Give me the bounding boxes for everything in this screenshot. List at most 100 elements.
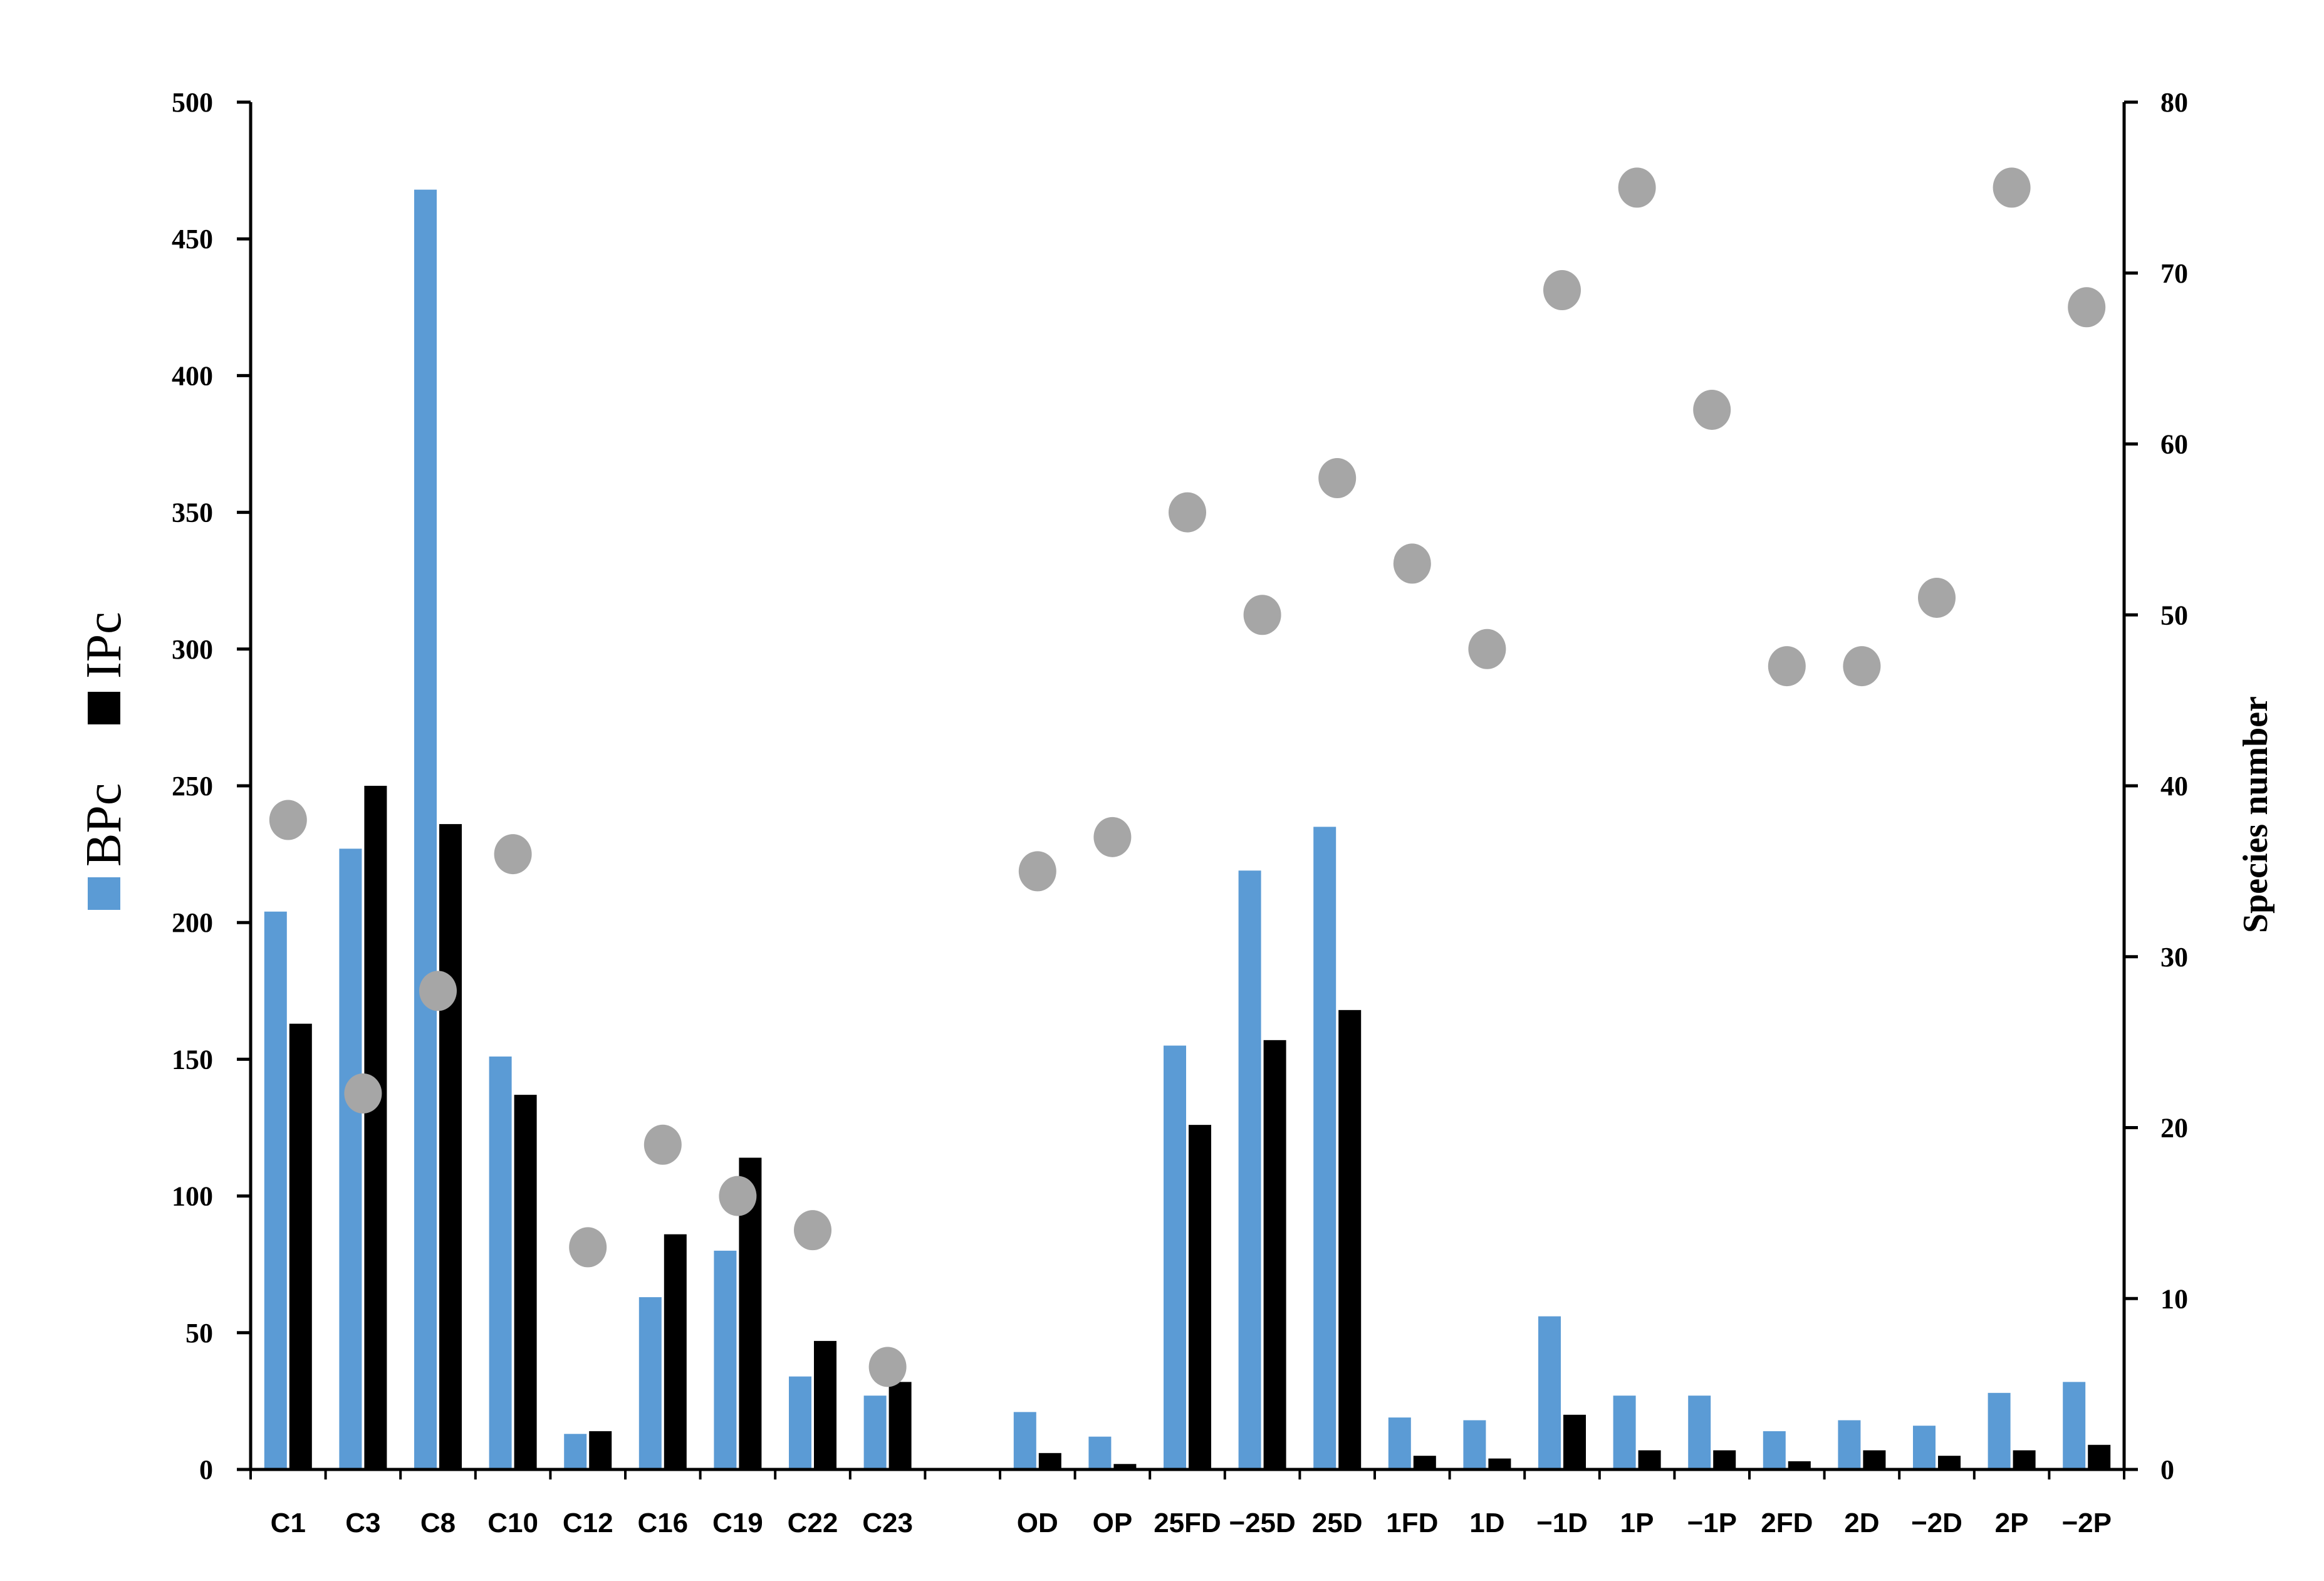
x-category-label: 1P (1620, 1508, 1654, 1538)
species-point (494, 834, 532, 875)
species-point (1243, 595, 1281, 635)
x-category-label: C12 (563, 1508, 613, 1538)
x-category-label: C1 (271, 1508, 306, 1538)
left-tick-label: 250 (172, 771, 213, 801)
species-point (1993, 167, 2031, 208)
species-point (1918, 577, 1956, 618)
species-point (269, 800, 307, 840)
x-category-label: −2P (2061, 1508, 2112, 1538)
x-category-label: C19 (712, 1508, 763, 1538)
bar-ipc (289, 1023, 312, 1469)
bar-ipc (364, 786, 387, 1469)
x-category-label: C22 (788, 1508, 838, 1538)
x-category-label: 2P (1995, 1508, 2029, 1538)
bar-bpc (2063, 1382, 2086, 1469)
legend-label-ipc: IPc (76, 612, 132, 679)
bar-ipc (2013, 1450, 2036, 1469)
bar-bpc (863, 1396, 887, 1469)
left-tick-label: 300 (172, 634, 213, 665)
bar-ipc (1263, 1040, 1286, 1469)
bar-ipc (589, 1431, 612, 1469)
species-point (1318, 458, 1357, 499)
right-tick-label: 20 (2160, 1113, 2188, 1144)
species-point (1543, 270, 1581, 311)
right-tick-label: 60 (2160, 429, 2188, 460)
x-category-label: 1D (1469, 1508, 1504, 1538)
x-category-label: OP (1093, 1508, 1133, 1538)
bar-bpc (1388, 1417, 1411, 1469)
bar-bpc (414, 189, 437, 1470)
left-tick-label: 50 (185, 1318, 213, 1349)
bar-ipc (439, 824, 462, 1469)
bar-ipc (1338, 1010, 1362, 1469)
bar-bpc (638, 1297, 662, 1469)
bar-ipc (2088, 1444, 2111, 1469)
species-point (1843, 646, 1881, 687)
x-category-label: OD (1017, 1508, 1058, 1538)
bar-ipc (1638, 1450, 1661, 1469)
left-tick-label: 0 (199, 1454, 213, 1485)
bar-bpc (1164, 1045, 1186, 1469)
left-axis-ticks: 0 50 100 150 200 250 300 350 400 450 500 (172, 87, 251, 1485)
bar-ipc (514, 1095, 537, 1469)
x-category-label: 2D (1844, 1508, 1879, 1538)
species-point (1468, 629, 1506, 669)
bar-bpc (1838, 1420, 1861, 1469)
x-category-label: 2FD (1761, 1508, 1813, 1538)
x-category-label: −2D (1911, 1508, 1962, 1538)
right-axis-title: Species number (2236, 696, 2275, 933)
left-tick-label: 450 (172, 224, 213, 254)
right-tick-label: 0 (2160, 1454, 2174, 1485)
species-point (1093, 817, 1132, 857)
bar-ipc (664, 1234, 687, 1469)
bar-ipc (1113, 1464, 1137, 1469)
right-tick-label: 10 (2160, 1283, 2188, 1314)
bar-bpc (1538, 1316, 1561, 1469)
right-tick-label: 30 (2160, 942, 2188, 973)
bar-bpc (264, 911, 287, 1469)
bar-ipc (1788, 1461, 1811, 1469)
bar-bpc (789, 1376, 811, 1469)
species-point (569, 1227, 607, 1268)
species-point (794, 1210, 831, 1251)
bar-ipc (1488, 1458, 1511, 1469)
bar-bpc (1088, 1436, 1112, 1469)
x-category-label: C10 (487, 1508, 538, 1538)
bar-bpc (1688, 1396, 1711, 1469)
legend-label-bpc: BPc (76, 783, 132, 867)
bar-ipc (1713, 1450, 1736, 1469)
x-category-label: C3 (345, 1508, 380, 1538)
right-tick-label: 40 (2160, 771, 2188, 801)
bar-bpc (1013, 1412, 1036, 1469)
species-point (1393, 543, 1431, 584)
bar-bpc (489, 1057, 512, 1469)
bar-bpc (1313, 827, 1337, 1469)
left-tick-label: 400 (172, 360, 213, 391)
bar-bpc (714, 1250, 737, 1469)
x-category-label: C16 (637, 1508, 688, 1538)
left-tick-label: 100 (172, 1181, 213, 1212)
x-category-label: −1D (1536, 1508, 1588, 1538)
right-tick-label: 50 (2160, 600, 2188, 630)
species-point (1693, 389, 1731, 430)
left-tick-label: 500 (172, 87, 213, 118)
x-category-label: 1FD (1386, 1508, 1438, 1538)
x-category-label: C8 (420, 1508, 456, 1538)
bar-ipc (1938, 1456, 1961, 1469)
legend: BPc IPc (76, 612, 132, 910)
bar-bpc (1913, 1426, 1936, 1469)
bar-ipc (888, 1382, 912, 1469)
species-point (719, 1176, 757, 1216)
bar-bpc (1238, 870, 1261, 1469)
bar-bpc (1763, 1431, 1786, 1469)
bar-ipc (1189, 1125, 1211, 1469)
bar-bpc (339, 848, 362, 1469)
x-category-label: 25FD (1154, 1508, 1221, 1538)
species-point (1169, 492, 1206, 533)
left-tick-label: 150 (172, 1044, 213, 1075)
x-category-label: C23 (862, 1508, 913, 1538)
legend-swatch-ipc (88, 692, 120, 724)
right-tick-label: 70 (2160, 258, 2188, 289)
bar-bpc (1463, 1420, 1486, 1469)
